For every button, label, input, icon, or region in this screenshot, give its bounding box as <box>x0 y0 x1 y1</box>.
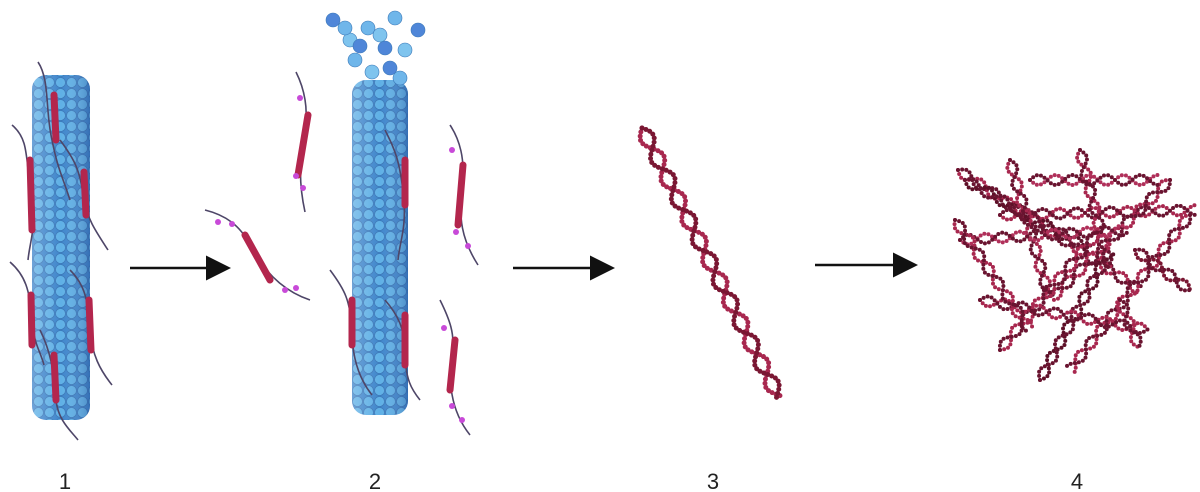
helix-strand <box>978 294 1152 336</box>
tau-repeat-domain <box>80 168 90 219</box>
helix-strand <box>1072 213 1192 375</box>
helix-strand <box>1028 172 1162 188</box>
microtubule-2 <box>352 80 408 415</box>
helix-strand <box>1133 247 1192 293</box>
microtubule-1 <box>32 75 90 420</box>
tubulin <box>392 70 408 86</box>
helix-strand <box>958 224 1132 246</box>
helix-strand <box>1064 213 1193 369</box>
helix-strand <box>1118 298 1143 351</box>
tubulin <box>397 42 413 58</box>
tubulin <box>360 20 376 36</box>
microtubule-shade <box>32 75 90 420</box>
tau-repeat-domain <box>294 111 312 179</box>
step-label: 1 <box>59 469 71 492</box>
tubulin <box>410 22 426 38</box>
phosphate <box>293 173 299 179</box>
phosphate <box>293 285 299 291</box>
phosphate <box>282 287 288 293</box>
tubulin <box>352 38 368 54</box>
tau-repeat-domain <box>50 91 60 144</box>
helix-strand <box>1116 298 1143 350</box>
phosphate <box>300 185 306 191</box>
tau-tail <box>37 61 71 201</box>
helix-strand <box>997 229 1104 352</box>
tau-repeat-domain <box>446 336 459 394</box>
microtubule-shade <box>352 80 408 415</box>
helix-strand <box>639 125 782 404</box>
tubulin <box>382 60 398 76</box>
helix-strand <box>1047 178 1172 300</box>
tubulin <box>364 64 380 80</box>
phosphate <box>215 219 221 225</box>
step-label: 2 <box>369 469 381 492</box>
tubulin <box>337 20 353 36</box>
phosphate <box>465 243 471 249</box>
tubulin <box>347 52 363 68</box>
artwork <box>9 10 1200 441</box>
tau-repeat-domain <box>85 296 95 354</box>
phosphate <box>297 95 303 101</box>
helix-strand <box>953 218 1029 333</box>
step-label: 3 <box>707 469 719 492</box>
tubulin <box>387 10 403 26</box>
helix-strand <box>952 218 1035 330</box>
helix-strand <box>1028 172 1162 188</box>
tau-repeat-domain <box>27 291 36 349</box>
helix-strand <box>998 203 1200 222</box>
tau-repeat-domain <box>454 161 467 229</box>
tubulin <box>372 27 388 43</box>
tubulin <box>325 12 341 28</box>
phosphate <box>453 229 459 235</box>
phosphate <box>229 221 235 227</box>
helix-strand <box>998 226 1100 352</box>
tau-repeat-domain <box>241 231 274 284</box>
phosphate <box>449 147 455 153</box>
tau-repeat-domain <box>50 351 60 404</box>
tau-repeat-domain <box>26 156 36 234</box>
step-label: 4 <box>1071 469 1083 492</box>
tubulin <box>377 40 393 56</box>
phosphate <box>449 403 455 409</box>
phosphate <box>441 325 447 331</box>
helix-strand <box>1008 158 1057 300</box>
phosphate <box>459 417 465 423</box>
helix-strand <box>1036 247 1108 382</box>
